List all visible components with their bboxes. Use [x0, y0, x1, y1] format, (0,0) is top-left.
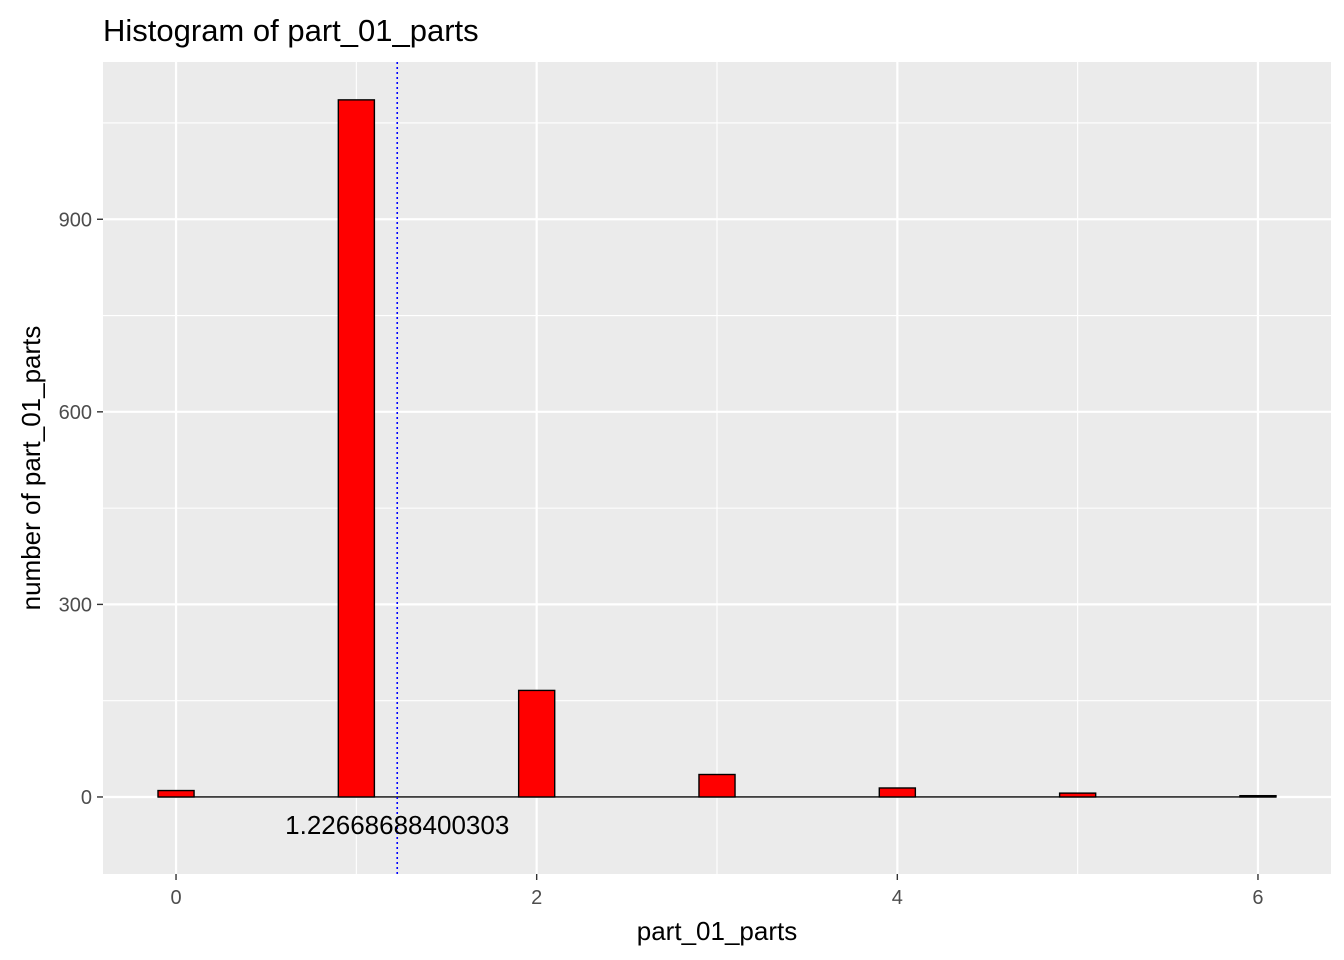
x-axis-title: part_01_parts	[637, 916, 797, 946]
x-tick-label: 0	[170, 887, 181, 909]
y-tick-label: 600	[59, 402, 92, 424]
y-tick-label: 900	[59, 209, 92, 231]
histogram-bar	[878, 787, 917, 798]
x-tick-label: 6	[1252, 887, 1263, 909]
y-axis-ticks: 0 300 600 900	[59, 209, 103, 809]
x-tick-label: 2	[531, 887, 542, 909]
chart-title: Histogram of part_01_parts	[103, 13, 479, 48]
x-axis-ticks: 0 2 4 6	[170, 874, 1264, 909]
histogram-bar	[517, 689, 556, 798]
mean-annotation: 1.22668688400303	[285, 810, 509, 840]
x-tick-label: 4	[892, 887, 903, 909]
y-tick-label: 300	[59, 594, 92, 616]
histogram-bar	[1058, 792, 1097, 798]
y-axis-title: number of part_01_parts	[16, 326, 46, 611]
histogram-bar	[337, 99, 376, 798]
histogram-bar	[157, 789, 195, 798]
histogram-bars	[157, 99, 1277, 798]
histogram-bar	[698, 773, 736, 798]
histogram-bar	[1239, 794, 1277, 798]
y-tick-label: 0	[81, 787, 92, 809]
